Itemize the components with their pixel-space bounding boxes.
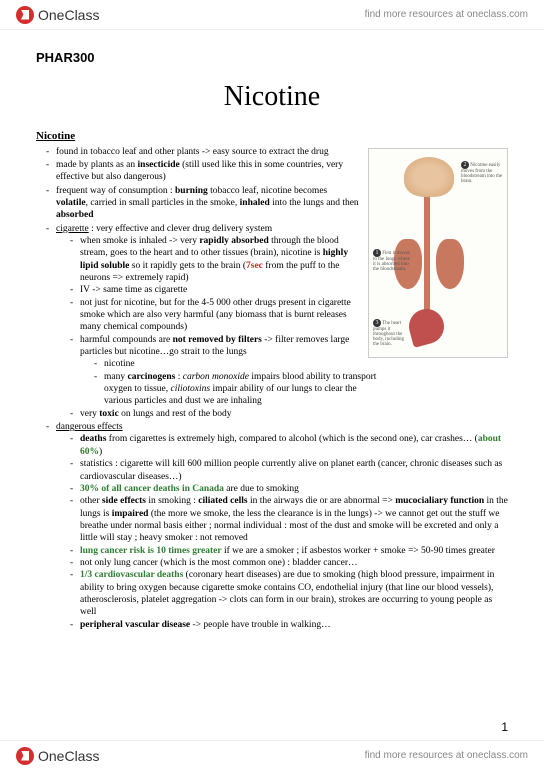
page-number: 1 [501, 720, 508, 734]
list-item: nicotine [94, 358, 380, 370]
section-title: Nicotine [36, 129, 508, 143]
brand-logo[interactable]: OneClass [16, 6, 99, 24]
brand-logo-footer[interactable]: OneClass [16, 747, 99, 765]
header-tagline[interactable]: find more resources at oneclass.com [365, 9, 528, 20]
list-item: many carcinogens : carbon monoxide impai… [94, 371, 380, 408]
list-item: made by plants as an insecticide (still … [46, 159, 508, 184]
list-item: other side effects in smoking : ciliated… [70, 495, 508, 544]
course-code: PHAR300 [36, 50, 508, 67]
list-item: found in tobacco leaf and other plants -… [46, 146, 508, 158]
list-item: dangerous effects deaths from cigarettes… [46, 421, 508, 631]
list-item: frequent way of consumption : burning to… [46, 185, 508, 222]
footer-tagline[interactable]: find more resources at oneclass.com [365, 750, 528, 761]
document-content: PHAR300 Nicotine Nicotine 2 Nicotine eas… [0, 30, 544, 642]
list-item: not just for nicotine, but for the 4-5 0… [70, 297, 380, 334]
list-item: lung cancer risk is 10 times greater if … [70, 545, 508, 557]
main-title: Nicotine [36, 79, 508, 115]
sub-list: when smoke is inhaled -> very rapidly ab… [56, 235, 508, 420]
sub-list: deaths from cigarettes is extremely high… [56, 433, 508, 631]
main-list: found in tobacco leaf and other plants -… [36, 146, 508, 631]
list-item: when smoke is inhaled -> very rapidly ab… [70, 235, 380, 284]
list-item: harmful compounds are not removed by fil… [70, 334, 380, 408]
list-item: 30% of all cancer deaths in Canada are d… [70, 483, 508, 495]
list-item: cigarette : very effective and clever dr… [46, 223, 508, 421]
footer-bar: OneClass find more resources at oneclass… [0, 740, 544, 770]
list-item: deaths from cigarettes is extremely high… [70, 433, 508, 458]
list-item: peripheral vascular disease -> people ha… [70, 619, 508, 631]
list-item: 1/3 cardiovascular deaths (coronary hear… [70, 569, 508, 618]
logo-icon [16, 6, 34, 24]
brand-name: OneClass [38, 748, 99, 764]
list-item: very toxic on lungs and rest of the body [70, 408, 508, 420]
sub-sub-list: nicotine many carcinogens : carbon monox… [80, 358, 380, 407]
logo-icon [16, 747, 34, 765]
brand-name: OneClass [38, 7, 99, 23]
list-item: statistics : cigarette will kill 600 mil… [70, 458, 508, 483]
list-item: IV -> same time as cigarette [70, 284, 380, 296]
header-bar: OneClass find more resources at oneclass… [0, 0, 544, 30]
list-item: not only lung cancer (which is the most … [70, 557, 508, 569]
